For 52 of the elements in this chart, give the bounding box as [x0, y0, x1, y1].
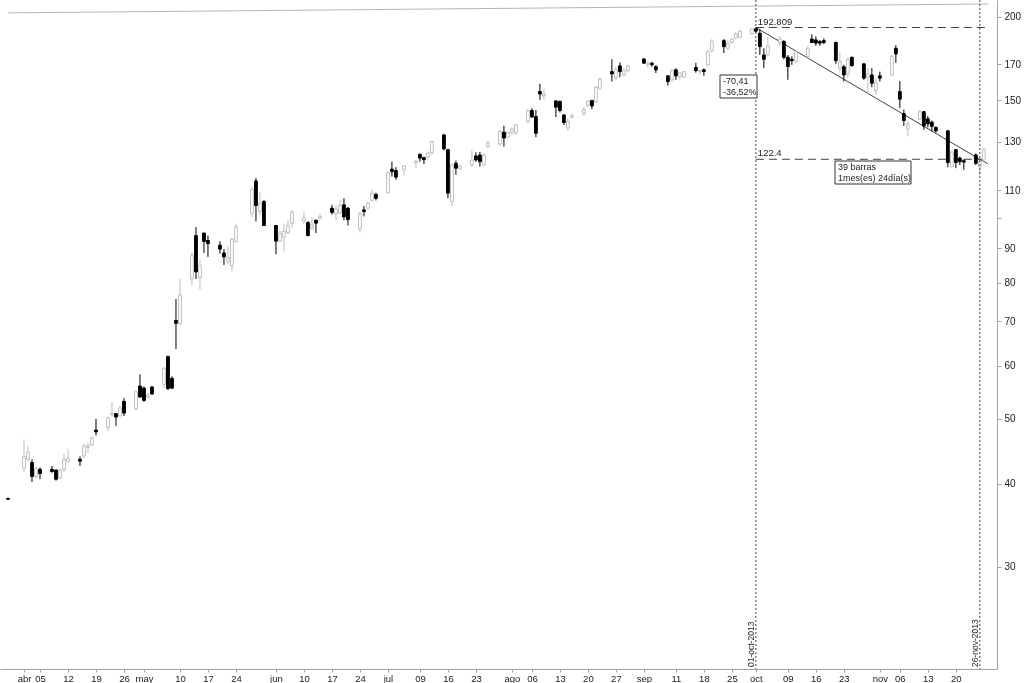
annotation: -70,41 -36,52% [723, 76, 757, 97]
y-tick-label: 50 [1004, 413, 1017, 425]
y-tick-label: 200 [1004, 11, 1022, 23]
x-tick-label: 20 [583, 672, 594, 683]
x-tick-label: 09 [415, 672, 426, 683]
x-tick-label: 13 [555, 672, 566, 683]
x-tick-label: 06 [895, 672, 906, 683]
x-tick-label: abr [17, 672, 32, 683]
x-tick-label: oct [750, 672, 764, 683]
x-tick-label: jul [382, 672, 394, 683]
y-tick-label: 80 [1004, 277, 1017, 289]
annotation: 39 barras 1mes(es) 24día(s) [838, 162, 912, 183]
x-tick-label: 23 [471, 672, 482, 683]
ref-line-label: 01-oct-2013 [745, 621, 756, 667]
x-tick-label: 12 [63, 672, 74, 683]
x-tick-label: 25 [727, 672, 738, 683]
x-tick-label: 05 [35, 672, 46, 683]
x-tick-label: 24 [355, 672, 366, 683]
x-tick-label: 09 [783, 672, 794, 683]
x-tick-label: 06 [527, 672, 538, 683]
x-tick-label: sep [636, 672, 653, 683]
x-tick-label: 16 [811, 672, 822, 683]
x-tick-label: 16 [443, 672, 454, 683]
x-tick-label: 10 [299, 672, 310, 683]
annotation: 122.4 [757, 147, 782, 159]
ref-line-label: 26-nov-2013 [969, 619, 980, 667]
x-tick-label: 23 [839, 672, 850, 683]
x-tick-label: 24 [231, 672, 242, 683]
x-tick-label: 20 [951, 672, 962, 683]
y-tick-label: 30 [1004, 561, 1017, 573]
x-tick-label: 27 [611, 672, 622, 683]
y-tick-label: 110 [1004, 184, 1021, 196]
x-tick-label: 11 [671, 672, 682, 683]
annotation: 192.809 [757, 15, 793, 27]
x-tick-label: 18 [699, 672, 710, 683]
x-tick-label: 19 [91, 672, 102, 683]
x-tick-label: jun [269, 672, 283, 683]
x-tick-label: ago [504, 672, 521, 683]
y-tick-label: 150 [1004, 94, 1022, 106]
x-tick-label: 17 [203, 672, 214, 683]
x-tick-label: 13 [923, 672, 934, 683]
x-tick-label: 26 [119, 672, 130, 683]
y-tick-label: 170 [1004, 58, 1022, 70]
y-tick-label: 70 [1004, 315, 1017, 327]
y-tick-label: 60 [1004, 360, 1017, 372]
x-tick-label: 17 [327, 672, 338, 683]
x-tick-label: 10 [175, 672, 186, 683]
y-tick-label: 130 [1004, 136, 1022, 148]
y-tick-label: 40 [1004, 478, 1017, 490]
x-tick-label: may [135, 672, 154, 683]
y-tick-label: 90 [1004, 242, 1017, 254]
x-tick-label: nov [872, 672, 889, 683]
